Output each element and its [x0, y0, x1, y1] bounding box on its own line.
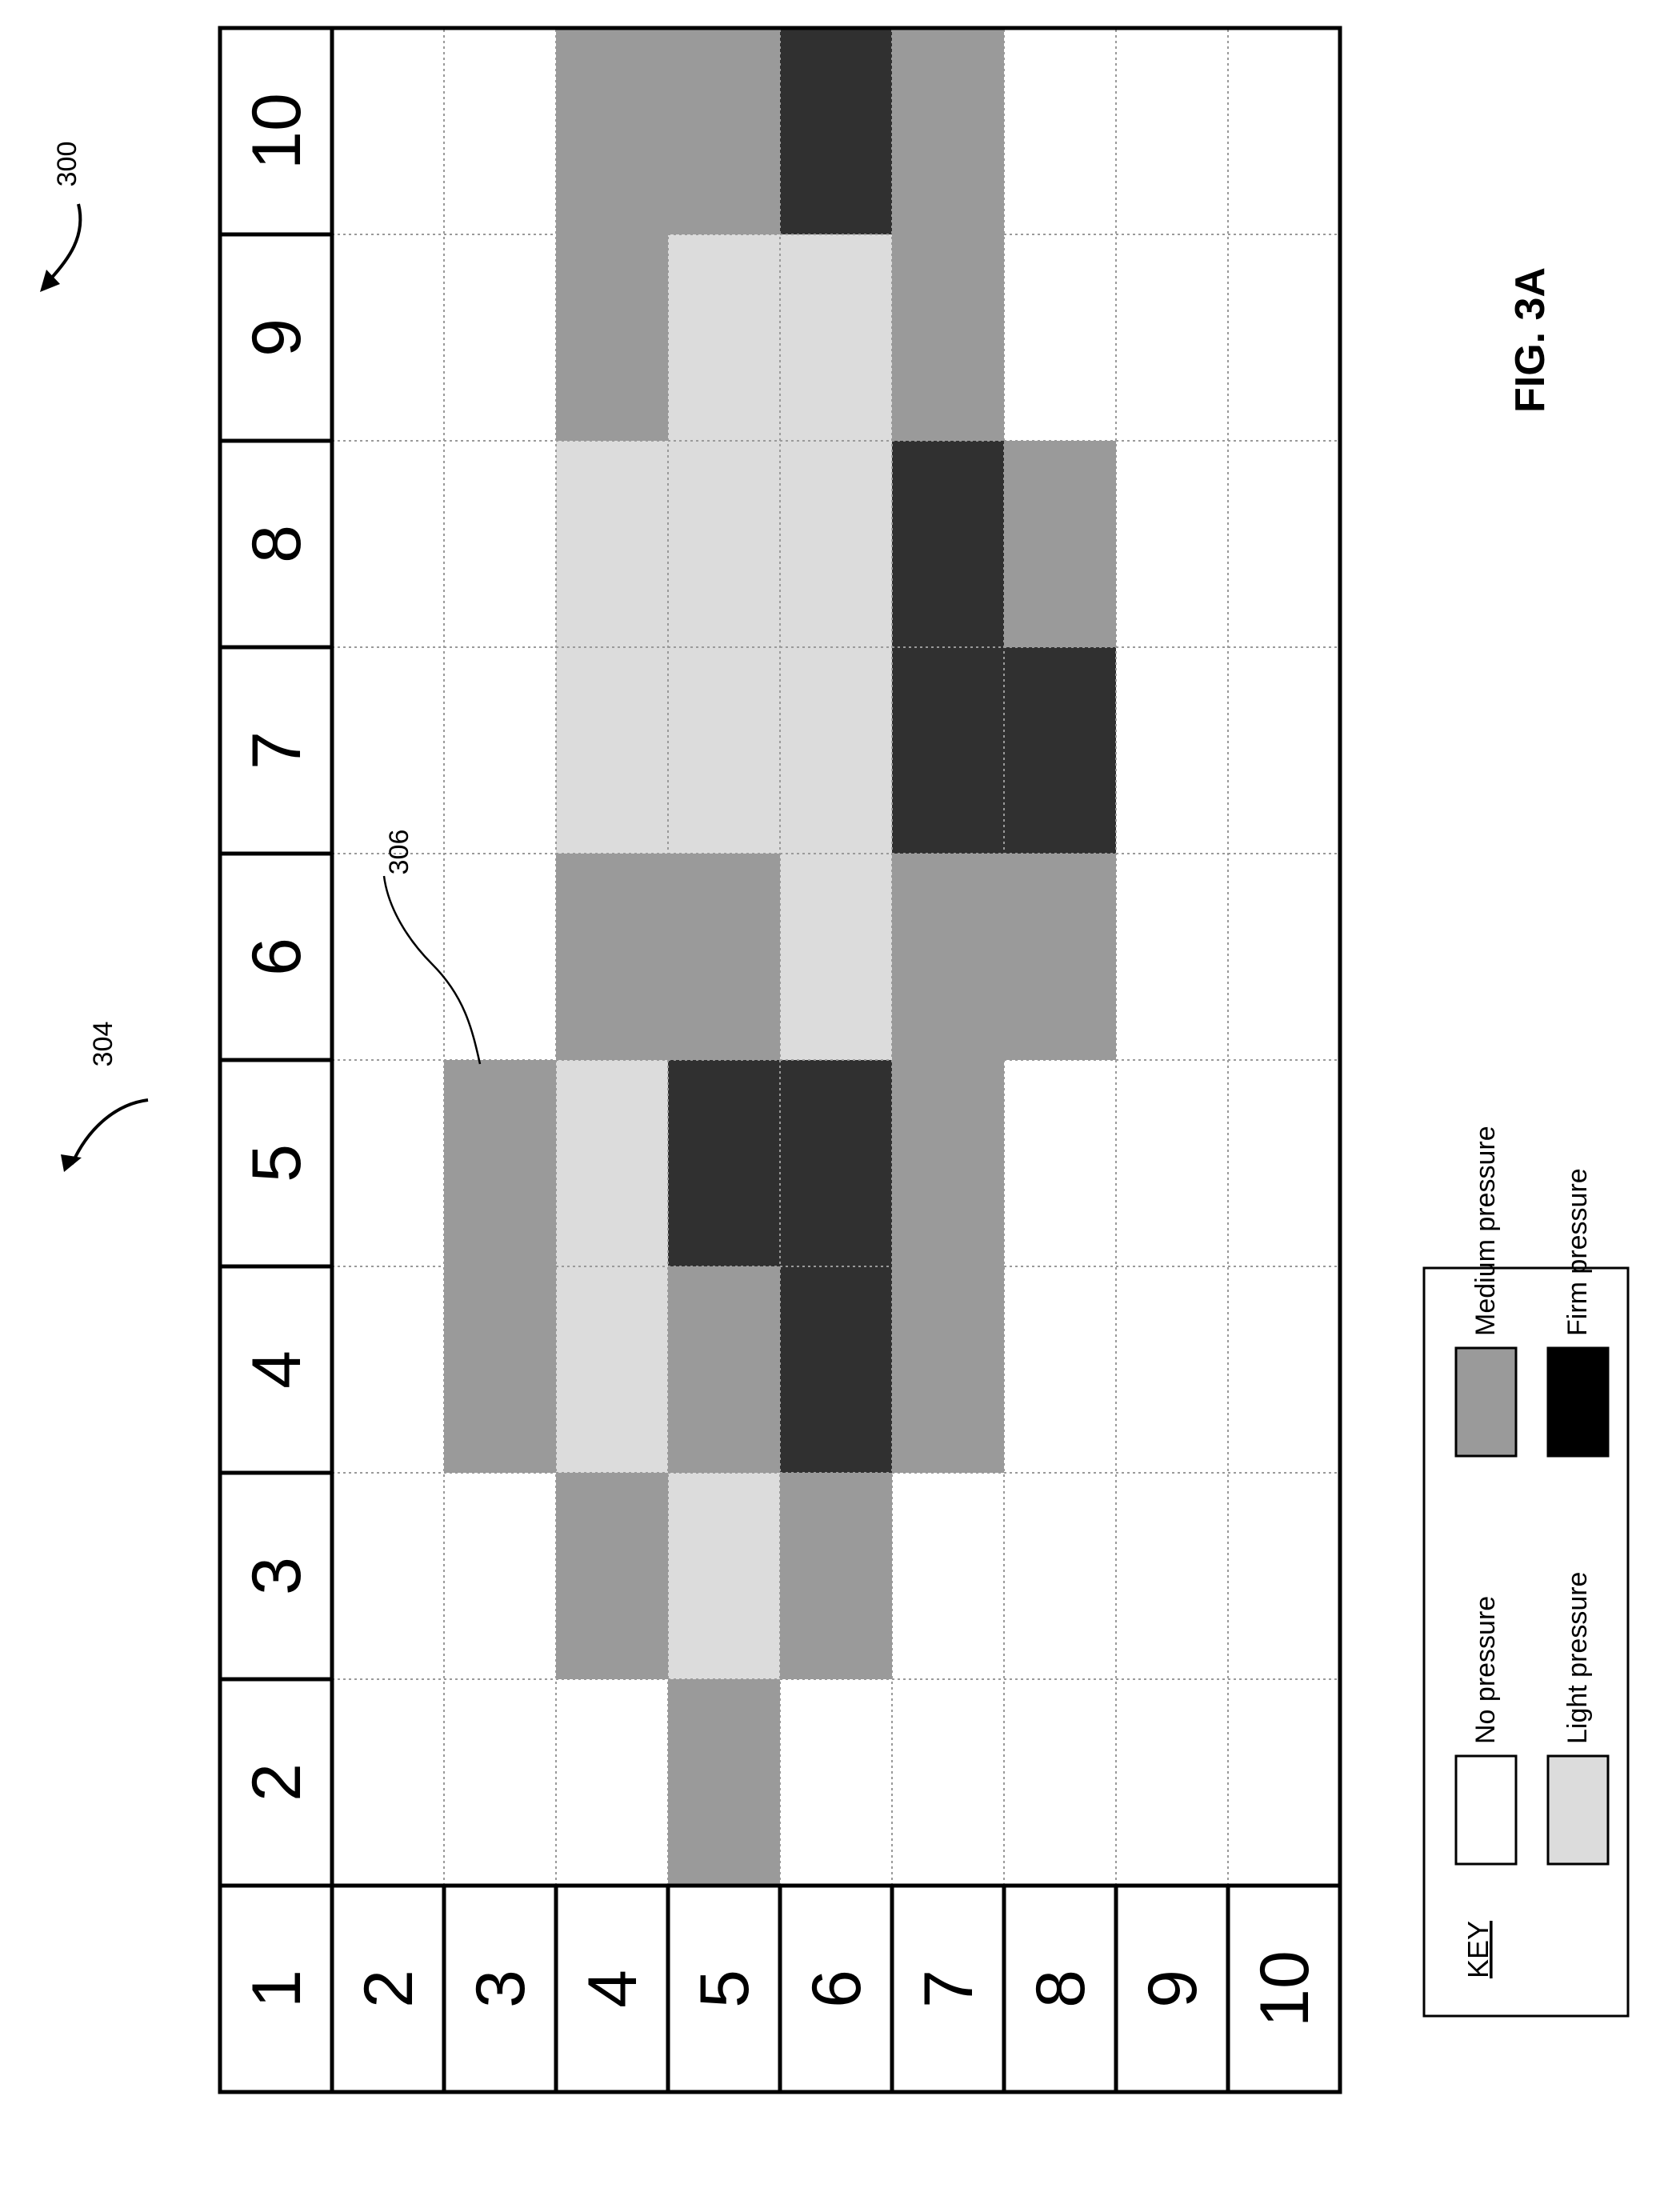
- cell-r5-c10-medium: [668, 28, 780, 234]
- legend-key: KEY No pressure Light pressure Medium pr…: [1422, 1126, 1630, 2018]
- row-header-10: 10: [1246, 1950, 1323, 2027]
- cell-r7-c4-medium: [892, 1266, 1004, 1473]
- cell-r7-c5-medium: [892, 1060, 1004, 1266]
- cell-r6-c3-medium: [780, 1473, 892, 1679]
- legend-swatch-none: [1454, 1754, 1518, 1866]
- cell-r6-c10-firm: [780, 28, 892, 234]
- col-header-2: 2: [238, 1763, 315, 1802]
- row-header-7: 7: [910, 1970, 987, 2008]
- cell-r4-c9-medium: [556, 234, 668, 441]
- row-header-6: 6: [798, 1970, 875, 2008]
- cell-r6-c6-light: [780, 854, 892, 1060]
- legend-label-light: Light pressure: [1562, 1572, 1593, 1744]
- legend-frame: [1422, 1266, 1630, 2018]
- col-header-6: 6: [238, 938, 315, 976]
- row-header-3: 3: [462, 1970, 539, 2008]
- col-header-4: 4: [238, 1350, 315, 1389]
- figure-caption: FIG. 3A: [1507, 267, 1554, 413]
- col-header-8: 8: [238, 525, 315, 563]
- cell-r5-c6-medium: [668, 854, 780, 1060]
- cell-r4-c4-light: [556, 1266, 668, 1473]
- col-header-5: 5: [238, 1144, 315, 1182]
- grid-lines: [218, 26, 1342, 2094]
- row-header-8: 8: [1022, 1970, 1099, 2008]
- cell-r6-c7-light: [780, 647, 892, 854]
- cell-r7-c6-medium: [892, 854, 1004, 1060]
- cell-r6-c4-firm: [780, 1266, 892, 1473]
- col-header-3: 3: [238, 1557, 315, 1595]
- col-header-7: 7: [238, 731, 315, 770]
- cell-r4-c3-medium: [556, 1473, 668, 1679]
- cell-r4-c10-medium: [556, 28, 668, 234]
- cell-r5-c5-firm: [668, 1060, 780, 1266]
- legend-swatch-light: [1546, 1754, 1610, 1866]
- ref-300-arrow: [48, 203, 82, 282]
- col-header-9: 9: [238, 318, 315, 357]
- cell-r3-c4-medium: [444, 1266, 556, 1473]
- legend-label-firm: Firm pressure: [1562, 1168, 1593, 1336]
- row-header-1: 1: [238, 1970, 315, 2008]
- row-header-5: 5: [686, 1970, 763, 2008]
- ref-306-leader: [382, 875, 482, 1065]
- ref-306-label: 306: [384, 830, 414, 875]
- cell-r4-c8-light: [556, 441, 668, 647]
- legend-title: KEY: [1462, 1921, 1494, 1978]
- cell-r6-c5-firm: [780, 1060, 892, 1266]
- cell-r7-c10-medium: [892, 28, 1004, 234]
- legend-swatch-firm: [1546, 1346, 1610, 1458]
- cell-r7-c9-medium: [892, 234, 1004, 441]
- cell-r7-c8-firm: [892, 441, 1004, 647]
- legend-label-medium: Medium pressure: [1470, 1126, 1501, 1336]
- cell-r5-c9-light: [668, 234, 780, 441]
- cell-r6-c8-light: [780, 441, 892, 647]
- cell-r7-c7-firm: [892, 647, 1004, 854]
- ref-300-label: 300: [52, 142, 82, 187]
- col-header-10: 10: [238, 93, 315, 170]
- cell-r8-c6-medium: [1004, 854, 1116, 1060]
- cell-r5-c8-light: [668, 441, 780, 647]
- cell-r3-c5-medium: [444, 1060, 556, 1266]
- cell-r5-c7-light: [668, 647, 780, 854]
- legend-swatch-medium: [1454, 1346, 1518, 1458]
- row-header-2: 2: [350, 1970, 427, 2008]
- cell-r4-c5-light: [556, 1060, 668, 1266]
- cell-r4-c7-light: [556, 647, 668, 854]
- row-header-4: 4: [574, 1970, 651, 2008]
- cell-r8-c7-firm: [1004, 647, 1116, 854]
- cell-r4-c6-medium: [556, 854, 668, 1060]
- cell-r5-c2-medium: [668, 1679, 780, 1886]
- cell-r5-c3-light: [668, 1473, 780, 1679]
- row-header-9: 9: [1134, 1970, 1211, 2008]
- ref-300-arrowhead: [40, 270, 60, 292]
- pressure-cells: [444, 28, 1116, 1886]
- cell-r8-c8-medium: [1004, 441, 1116, 647]
- cell-r6-c9-light: [780, 234, 892, 441]
- ref-304-arrowhead: [61, 1154, 82, 1172]
- ref-304-label: 304: [88, 1022, 118, 1067]
- ref-304-arrow: [70, 1098, 149, 1165]
- legend-label-none: No pressure: [1470, 1596, 1501, 1744]
- cell-r5-c4-medium: [668, 1266, 780, 1473]
